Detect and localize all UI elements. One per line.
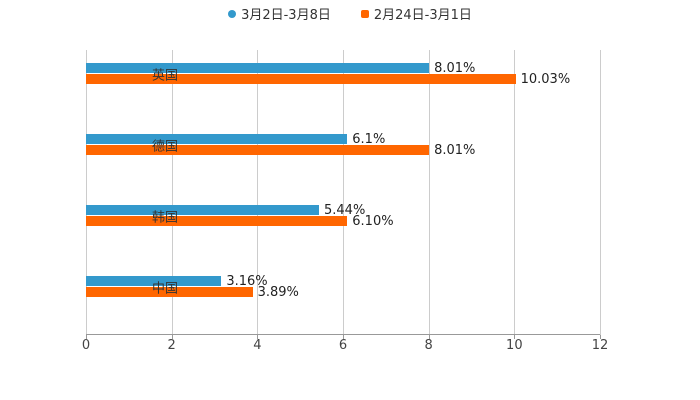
category-label: 英国: [151, 68, 178, 84]
bar-value-label: 8.01%: [434, 142, 476, 158]
gridline: [428, 50, 430, 335]
gridline: [257, 50, 259, 335]
x-tick-label: 6: [338, 338, 348, 353]
gridline: [514, 50, 516, 335]
x-tick-label: 4: [253, 338, 262, 353]
legend-item-series-2[interactable]: 2月24日-3月1日: [360, 4, 472, 23]
x-tick: [428, 335, 430, 339]
bar[interactable]: [86, 276, 222, 287]
bar[interactable]: [86, 62, 430, 73]
x-tick-label: 8: [424, 338, 433, 353]
legend-label: 3月2日-3月8日: [241, 8, 331, 23]
bar-value-label: 3.89%: [257, 285, 299, 301]
bar-value-label: 3.16%: [226, 274, 268, 290]
bar-value-label: 8.01%: [434, 60, 476, 76]
bar[interactable]: [86, 205, 319, 216]
plot-area: 0 2 4 6 8 10 12 8.01% 10.03% 6.1% 8.01% 5.44% 6.10% 3…: [82, 50, 608, 353]
bar-value-label: 10.03%: [520, 71, 571, 87]
x-tick-label: 12: [591, 338, 609, 353]
legend-label: 2月24日-3月1日: [373, 8, 472, 23]
bar[interactable]: [86, 216, 348, 227]
legend-marker-icon: [228, 9, 237, 18]
x-tick: [86, 335, 87, 339]
category-label: 中国: [151, 281, 178, 297]
gridline: [86, 50, 87, 335]
chart-legend: 3月2日-3月8日 2月24日-3月1日: [0, 4, 700, 23]
category-label: 德国: [151, 139, 178, 155]
gridline: [171, 50, 173, 335]
legend-item-series-1[interactable]: 3月2日-3月8日: [228, 4, 331, 23]
gridline: [343, 50, 344, 335]
bar-value-label: 6.10%: [352, 214, 394, 230]
x-tick: [514, 335, 516, 339]
bar-value-label: 6.1%: [352, 131, 386, 147]
bar[interactable]: [86, 133, 348, 144]
bar[interactable]: [86, 144, 430, 155]
x-tick-label: 10: [506, 338, 523, 353]
x-tick: [171, 335, 173, 339]
x-tick-label: 2: [167, 338, 176, 353]
legend-marker-icon: [360, 9, 369, 18]
category-label: 韩国: [151, 210, 178, 226]
x-tick: [343, 335, 344, 339]
bar-value-label: 5.44%: [324, 203, 366, 219]
x-tick: [600, 335, 601, 339]
x-tick: [257, 335, 259, 339]
x-tick-label: 0: [81, 338, 91, 353]
bar[interactable]: [86, 287, 253, 298]
bar[interactable]: [86, 73, 516, 84]
x-axis-line: [86, 334, 600, 335]
gridline: [600, 50, 601, 335]
